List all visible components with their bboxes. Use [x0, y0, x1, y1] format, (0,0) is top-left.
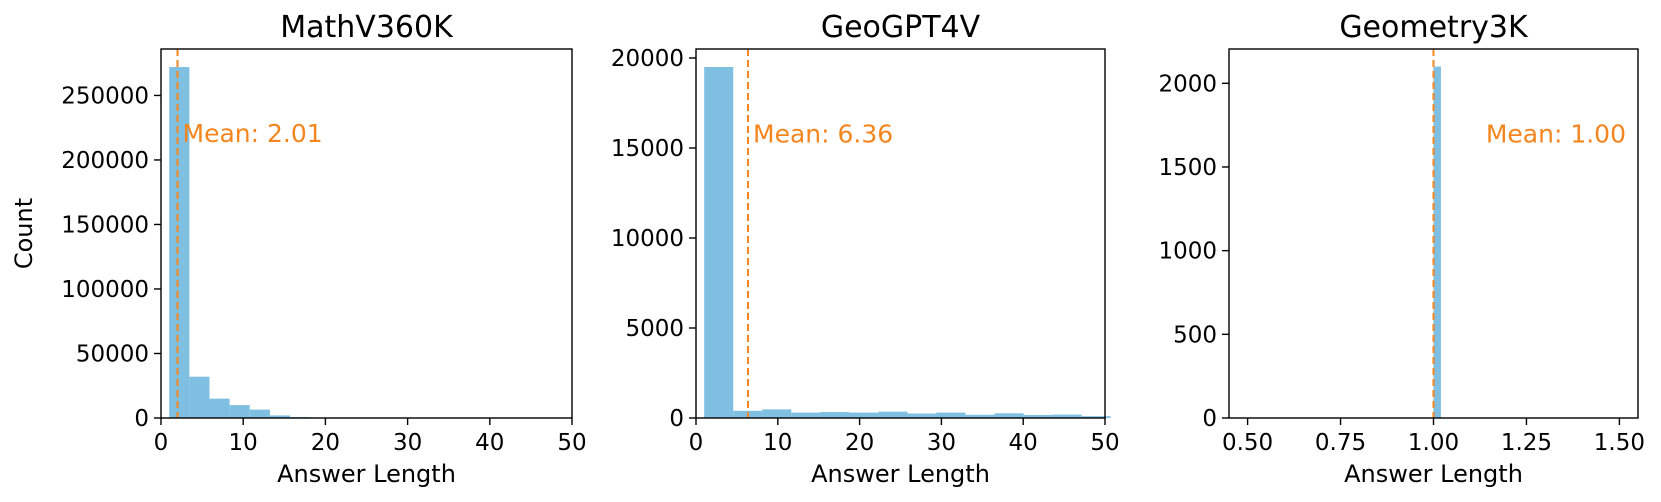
geometry3k-ytick-label: 500	[1173, 322, 1217, 348]
mathv360k-ytick-label: 50000	[76, 341, 149, 367]
geogpt4v-bar-7	[907, 413, 937, 418]
geometry3k-xtick-label: 0.50	[1222, 430, 1273, 456]
mathv360k-bar-2	[209, 398, 230, 418]
mathv360k-ylabel: Count	[10, 198, 38, 269]
geometry3k-xtick-label: 1.50	[1594, 430, 1645, 456]
geogpt4v-bar-0	[704, 67, 734, 418]
mathv360k-ytick-label: 100000	[61, 277, 149, 303]
geometry3k-title: Geometry3K	[1339, 10, 1529, 45]
mathv360k-xtick-label: 30	[393, 430, 422, 456]
geogpt4v-xtick-label: 20	[845, 430, 874, 456]
geogpt4v-mean-label: Mean: 6.36	[753, 120, 893, 149]
geogpt4v-ytick-label: 15000	[611, 136, 684, 162]
geogpt4v-xtick-label: 10	[763, 430, 792, 456]
geometry3k-xtick-label: 1.00	[1408, 430, 1459, 456]
geogpt4v-xtick-label: 40	[1009, 430, 1038, 456]
geogpt4v-bar-10	[994, 413, 1024, 418]
mathv360k-xtick-label: 10	[229, 430, 258, 456]
geogpt4v-ytick-label: 0	[669, 406, 684, 432]
mathv360k-xtick-label: 0	[154, 430, 169, 456]
mathv360k-ytick-label: 150000	[61, 212, 149, 238]
geogpt4v-bar-13	[1081, 416, 1111, 418]
geogpt4v-title: GeoGPT4V	[821, 10, 981, 45]
mathv360k-mean-label: Mean: 2.01	[183, 119, 323, 148]
mathv360k-bar-5	[269, 415, 291, 418]
geometry3k-ytick-label: 1000	[1158, 239, 1217, 265]
geogpt4v-bar-5	[849, 412, 879, 418]
geogpt4v-bar-9	[965, 414, 995, 418]
geogpt4v-xlabel: Answer Length	[811, 460, 990, 488]
geometry3k-xtick-label: 1.25	[1501, 430, 1552, 456]
mathv360k-title: MathV360K	[280, 10, 454, 45]
geometry3k-ytick-label: 2000	[1158, 71, 1217, 97]
geometry3k-mean-label: Mean: 1.00	[1486, 120, 1626, 149]
mathv360k-ytick-label: 200000	[61, 148, 149, 174]
panel-mathv360k: 0 10 20 30 40 50 0 50000 100000 150000 200000 25000…	[10, 10, 587, 488]
geogpt4v-ytick-label: 10000	[611, 226, 684, 252]
mathv360k-bar-4	[249, 409, 270, 418]
geogpt4v-bar-6	[878, 411, 908, 418]
mathv360k-xlabel: Answer Length	[277, 460, 456, 488]
geogpt4v-bar-12	[1052, 414, 1082, 418]
geogpt4v-bar-2	[762, 409, 792, 418]
mathv360k-bar-3	[229, 405, 250, 418]
panel-geometry3k: 0.50 0.75 1.00 1.25 1.50 0 500 1000 1500 2000 Geom…	[1158, 10, 1645, 488]
geometry3k-ytick-label: 1500	[1158, 155, 1217, 181]
geometry3k-xlabel: Answer Length	[1344, 460, 1523, 488]
mathv360k-bar-0	[169, 67, 190, 419]
geogpt4v-xtick-label: 50	[1090, 430, 1119, 456]
geogpt4v-bar-3	[791, 412, 821, 418]
geogpt4v-xtick-label: 30	[927, 430, 956, 456]
geometry3k-xtick-label: 0.75	[1315, 430, 1366, 456]
mathv360k-ytick-label: 250000	[61, 83, 149, 109]
panel-geogpt4v: 0 10 20 30 40 50 0 5000 10000 15000 20000 GeoGPT4V A…	[611, 10, 1120, 488]
geometry3k-ytick-label: 0	[1202, 406, 1217, 432]
mathv360k-axes-frame	[160, 48, 573, 419]
geogpt4v-bar-11	[1023, 414, 1053, 418]
mathv360k-ytick-label: 0	[134, 406, 149, 432]
geogpt4v-ytick-label: 5000	[625, 316, 684, 342]
mathv360k-bar-1	[189, 376, 210, 418]
geogpt4v-xtick-label: 0	[689, 430, 704, 456]
geometry3k-bar-0	[1433, 66, 1441, 419]
geogpt4v-axes-frame	[695, 48, 1106, 419]
geogpt4v-ytick-label: 20000	[611, 46, 684, 72]
geogpt4v-bar-4	[820, 412, 850, 418]
mathv360k-xtick-label: 20	[311, 430, 340, 456]
geogpt4v-bar-8	[936, 412, 966, 418]
mathv360k-xtick-label: 50	[557, 430, 586, 456]
mathv360k-xtick-label: 40	[475, 430, 504, 456]
